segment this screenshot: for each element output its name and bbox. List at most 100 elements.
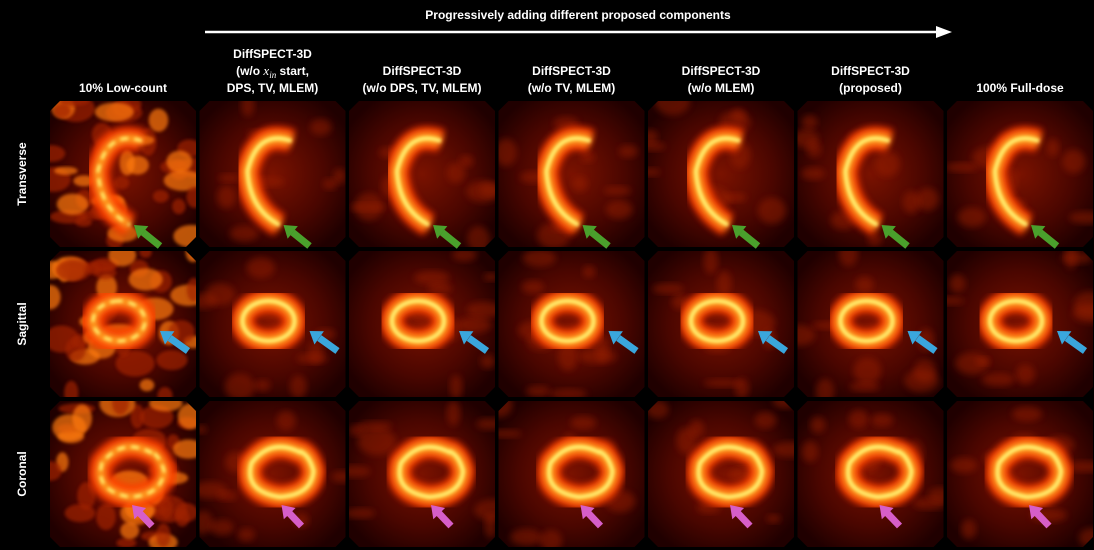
texture [457, 317, 491, 333]
image [646, 394, 810, 547]
column-label: 100% Full-dose [976, 81, 1064, 95]
texture [689, 420, 704, 438]
texture [116, 538, 136, 548]
image [39, 390, 204, 550]
texture [114, 176, 129, 189]
texture [480, 354, 495, 368]
texture [1062, 150, 1085, 174]
texture [129, 268, 163, 290]
texture [642, 130, 657, 145]
texture [579, 349, 617, 364]
texture [54, 167, 78, 175]
texture [172, 199, 185, 214]
image-panel [40, 241, 207, 405]
image [191, 401, 354, 547]
image-panel [189, 251, 346, 400]
column-label: DiffSPECT-3D [383, 64, 462, 78]
texture [359, 421, 393, 430]
texture [345, 508, 376, 518]
column-label: (w/o DPS, TV, MLEM) [363, 81, 482, 95]
image [499, 249, 645, 399]
texture [95, 102, 134, 121]
texture [951, 458, 978, 473]
image-panel [947, 401, 1094, 547]
image-panel [484, 393, 644, 550]
image-panel [648, 248, 794, 399]
texture [801, 115, 817, 130]
texture [570, 416, 596, 429]
texture [1012, 407, 1042, 422]
image-panel [349, 248, 502, 400]
texture [175, 503, 198, 522]
texture [1046, 139, 1059, 157]
image-panel [499, 249, 645, 399]
column-label: (w/o xin start, [236, 63, 309, 80]
texture [904, 369, 939, 392]
column-label: DiffSPECT-3D [532, 64, 611, 78]
texture [217, 186, 236, 209]
texture [619, 145, 638, 158]
texture [37, 145, 65, 162]
image [484, 393, 644, 550]
texture [57, 194, 89, 215]
texture [479, 183, 500, 198]
image [335, 400, 512, 547]
page: Progressively adding different proposed … [0, 0, 1094, 550]
texture [230, 226, 259, 242]
texture [254, 380, 271, 392]
texture [149, 395, 183, 411]
column-label: DiffSPECT-3D [682, 64, 761, 78]
image [945, 101, 1094, 247]
image [200, 94, 347, 247]
texture [447, 400, 461, 426]
row-label: Coronal [15, 451, 29, 496]
image [947, 401, 1094, 547]
column-label: (proposed) [839, 81, 902, 95]
image [495, 101, 644, 249]
texture [949, 274, 965, 292]
texture [358, 428, 396, 455]
image-panel [495, 101, 644, 249]
texture [703, 248, 718, 274]
image-panel [191, 401, 354, 547]
texture [580, 152, 594, 163]
texture [606, 200, 633, 219]
texture [53, 104, 70, 118]
image [35, 95, 212, 249]
texture [583, 266, 596, 278]
texture [466, 302, 501, 318]
image [781, 241, 943, 405]
texture [871, 414, 894, 427]
texture [120, 522, 139, 539]
image [40, 241, 207, 405]
texture [1016, 364, 1035, 384]
image [189, 251, 346, 400]
figure: Progressively adding different proposed … [0, 0, 1094, 550]
texture [510, 529, 542, 546]
texture [755, 412, 777, 429]
texture [652, 284, 683, 294]
texture [414, 271, 450, 285]
texture [156, 350, 187, 370]
label-text: (w/o [236, 64, 263, 78]
texture [485, 513, 497, 538]
image-panel [636, 87, 794, 247]
texture [522, 280, 544, 293]
texture [467, 226, 490, 253]
column-label: DiffSPECT-3D [233, 47, 312, 61]
texture [139, 246, 152, 258]
texture [958, 207, 986, 227]
texture [160, 498, 173, 519]
texture [178, 403, 204, 429]
texture [646, 400, 668, 418]
texture [572, 176, 587, 192]
texture [945, 163, 978, 172]
texture [523, 249, 556, 267]
texture [85, 263, 100, 275]
texture [65, 504, 96, 522]
image-panel [945, 101, 1094, 247]
texture [354, 193, 382, 220]
column-label: DiffSPECT-3D [831, 64, 910, 78]
image-panel [335, 400, 512, 547]
texture [290, 375, 307, 398]
